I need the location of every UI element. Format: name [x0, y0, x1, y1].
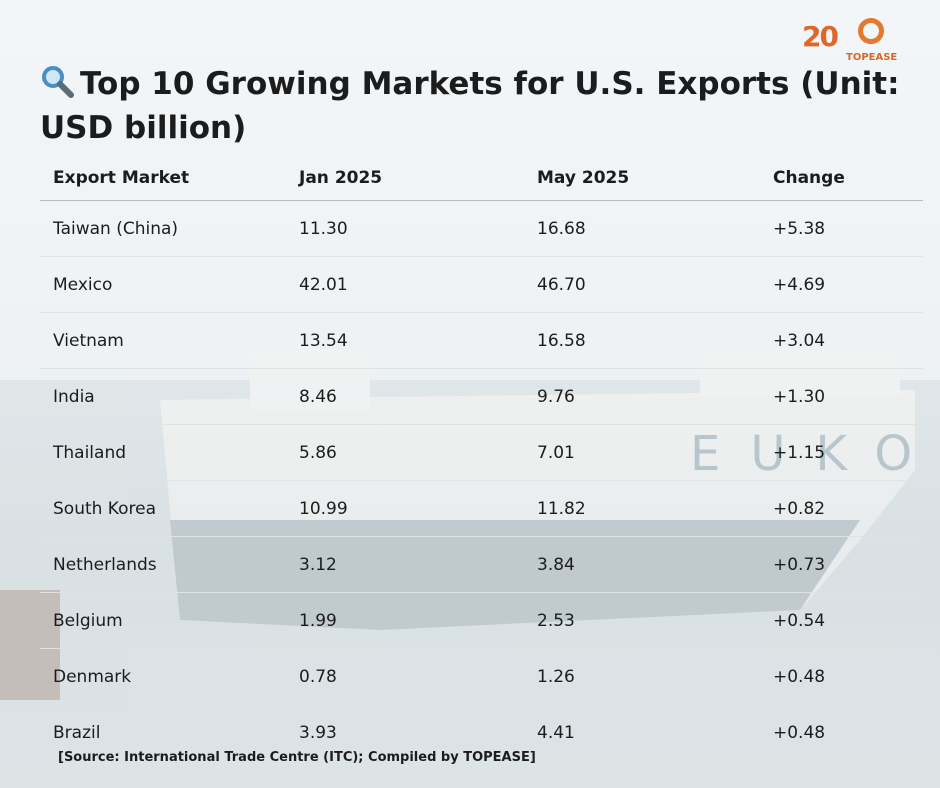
table-row: India 8.46 9.76 +1.30: [40, 368, 923, 425]
table-cell: Taiwan (China): [40, 200, 286, 257]
table-cell: 4.41: [537, 722, 575, 743]
logo-number: 20: [802, 20, 839, 53]
table-cell: 10.99: [286, 480, 524, 537]
column-header: May 2025: [524, 156, 760, 201]
table-cell: 1.26: [524, 648, 760, 705]
header-row: Export Market Jan 2025 May 2025 Change: [40, 156, 923, 201]
table-cell: Belgium: [40, 592, 286, 649]
search-icon: [42, 66, 74, 98]
table-cell: 8.46: [286, 368, 524, 425]
table-cell: 7.01: [524, 424, 760, 481]
table-cell: Vietnam: [40, 312, 286, 369]
table-cell: +0.48: [760, 648, 923, 705]
column-header: Export Market: [40, 156, 286, 201]
table-cell: 11.82: [524, 480, 760, 537]
table-cell: Denmark: [40, 648, 286, 705]
table-cell: 5.86: [286, 424, 524, 481]
table-cell: 11.30: [286, 200, 524, 257]
table-cell: 3.12: [286, 536, 524, 593]
title-block: Top 10 Growing Markets for U.S. Exports …: [40, 62, 900, 150]
column-header: Jan 2025: [286, 156, 524, 201]
table-cell: +0.82: [760, 480, 923, 537]
table-cell: +1.15: [760, 424, 923, 481]
table-row: Vietnam 13.54 16.58 +3.04: [40, 312, 923, 369]
table-cell: +1.30: [760, 368, 923, 425]
table-row: Belgium 1.99 2.53 +0.54: [40, 592, 923, 649]
table-row: Denmark 0.78 1.26 +0.48: [40, 648, 923, 705]
table-cell: +4.69: [760, 256, 923, 313]
table: Export Market Jan 2025 May 2025 Change Taiw…: [40, 156, 923, 760]
table-cell: +3.04: [760, 312, 923, 369]
logo-brand: TOPEASE: [846, 52, 898, 63]
table-cell: +5.38: [760, 200, 923, 257]
table-cell: Mexico: [40, 256, 286, 313]
table-cell: 0.78: [286, 648, 524, 705]
table-cell: Netherlands: [40, 536, 286, 593]
table-row: Thailand 5.86 7.01 +1.15: [40, 424, 923, 481]
table-row: South Korea 10.99 11.82 +0.82: [40, 480, 923, 537]
table-cell: 3.84: [524, 536, 760, 593]
source: [Source: International Trade Centre (ITC…: [58, 750, 536, 765]
table-cell: 16.58: [524, 312, 760, 369]
table-cell: 13.54: [286, 312, 524, 369]
table-cell: Brazil: [53, 722, 101, 743]
table-cell: India: [40, 368, 286, 425]
table-body: Taiwan (China) 11.30 16.68 +5.38 Mexico 42.01…: [40, 200, 923, 761]
table-cell: 1.99: [286, 592, 524, 649]
table-cell: 2.53: [524, 592, 760, 649]
table-cell: 42.01: [286, 256, 524, 313]
title: Top 10 Growing Markets for U.S. Exports …: [40, 66, 900, 146]
table-row: Brazil 3.93 4.41 +0.48: [40, 705, 923, 761]
logo: 20 TOPEASE: [796, 16, 926, 66]
table-cell: South Korea: [40, 480, 286, 537]
table-row: Netherlands 3.12 3.84 +0.73: [40, 536, 923, 593]
logo-ring: [858, 18, 884, 44]
table-cell: +0.54: [760, 592, 923, 649]
table-cell: 3.93: [299, 722, 337, 743]
table-cell: +0.73: [760, 536, 923, 593]
table-cell: 9.76: [524, 368, 760, 425]
table-cell: Thailand: [40, 424, 286, 481]
table-row: Mexico 42.01 46.70 +4.69: [40, 256, 923, 313]
table-cell: 46.70: [524, 256, 760, 313]
table-row: Taiwan (China) 11.30 16.68 +5.38: [40, 200, 923, 257]
table-cell: 16.68: [524, 200, 760, 257]
column-header: Change: [760, 156, 923, 201]
table-cell: +0.48: [773, 722, 826, 743]
